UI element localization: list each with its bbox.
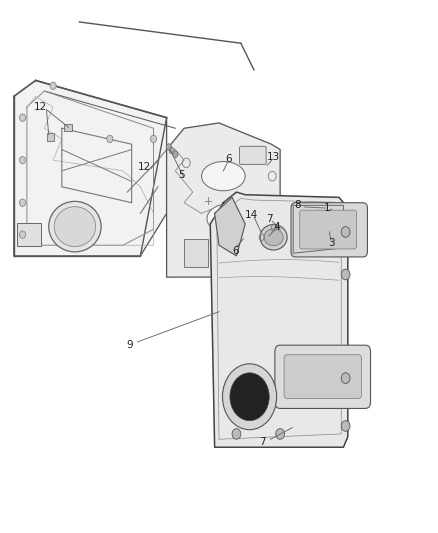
- Circle shape: [150, 135, 156, 143]
- Ellipse shape: [207, 204, 248, 233]
- Circle shape: [341, 227, 350, 237]
- Circle shape: [19, 114, 25, 122]
- Text: 7: 7: [266, 214, 272, 224]
- Text: 1: 1: [324, 203, 331, 213]
- Ellipse shape: [264, 229, 283, 246]
- Text: 8: 8: [294, 200, 301, 211]
- FancyBboxPatch shape: [291, 203, 367, 257]
- FancyBboxPatch shape: [240, 147, 266, 165]
- Circle shape: [232, 429, 241, 439]
- Circle shape: [169, 148, 174, 154]
- Ellipse shape: [260, 224, 287, 250]
- Text: 12: 12: [33, 102, 46, 112]
- Circle shape: [276, 429, 285, 439]
- Text: 4: 4: [274, 222, 280, 232]
- Circle shape: [19, 157, 25, 164]
- Circle shape: [50, 82, 56, 90]
- Circle shape: [341, 373, 350, 383]
- Text: 5: 5: [178, 170, 184, 180]
- FancyBboxPatch shape: [64, 124, 72, 132]
- Text: 13: 13: [266, 152, 280, 162]
- Ellipse shape: [201, 161, 245, 191]
- Text: 3: 3: [328, 238, 335, 247]
- Circle shape: [341, 269, 350, 280]
- FancyBboxPatch shape: [275, 345, 371, 408]
- Ellipse shape: [54, 207, 95, 247]
- FancyBboxPatch shape: [17, 223, 41, 246]
- Circle shape: [230, 373, 269, 421]
- Text: 6: 6: [225, 154, 232, 164]
- Text: 6: 6: [232, 246, 238, 255]
- Circle shape: [173, 151, 178, 158]
- Text: 12: 12: [138, 161, 152, 172]
- Polygon shape: [215, 197, 245, 256]
- Text: 14: 14: [245, 210, 258, 220]
- Circle shape: [223, 364, 277, 430]
- FancyBboxPatch shape: [300, 210, 357, 249]
- Ellipse shape: [49, 201, 101, 252]
- FancyBboxPatch shape: [284, 355, 361, 398]
- Circle shape: [107, 135, 113, 143]
- Circle shape: [19, 199, 25, 206]
- Polygon shape: [293, 205, 343, 253]
- Bar: [184, 239, 208, 266]
- FancyBboxPatch shape: [46, 133, 54, 141]
- Polygon shape: [210, 192, 348, 447]
- Circle shape: [19, 231, 25, 238]
- Circle shape: [166, 144, 171, 150]
- Circle shape: [341, 421, 350, 431]
- Text: 7: 7: [259, 437, 266, 447]
- Polygon shape: [166, 123, 280, 277]
- Polygon shape: [14, 80, 166, 256]
- Text: 9: 9: [127, 340, 133, 350]
